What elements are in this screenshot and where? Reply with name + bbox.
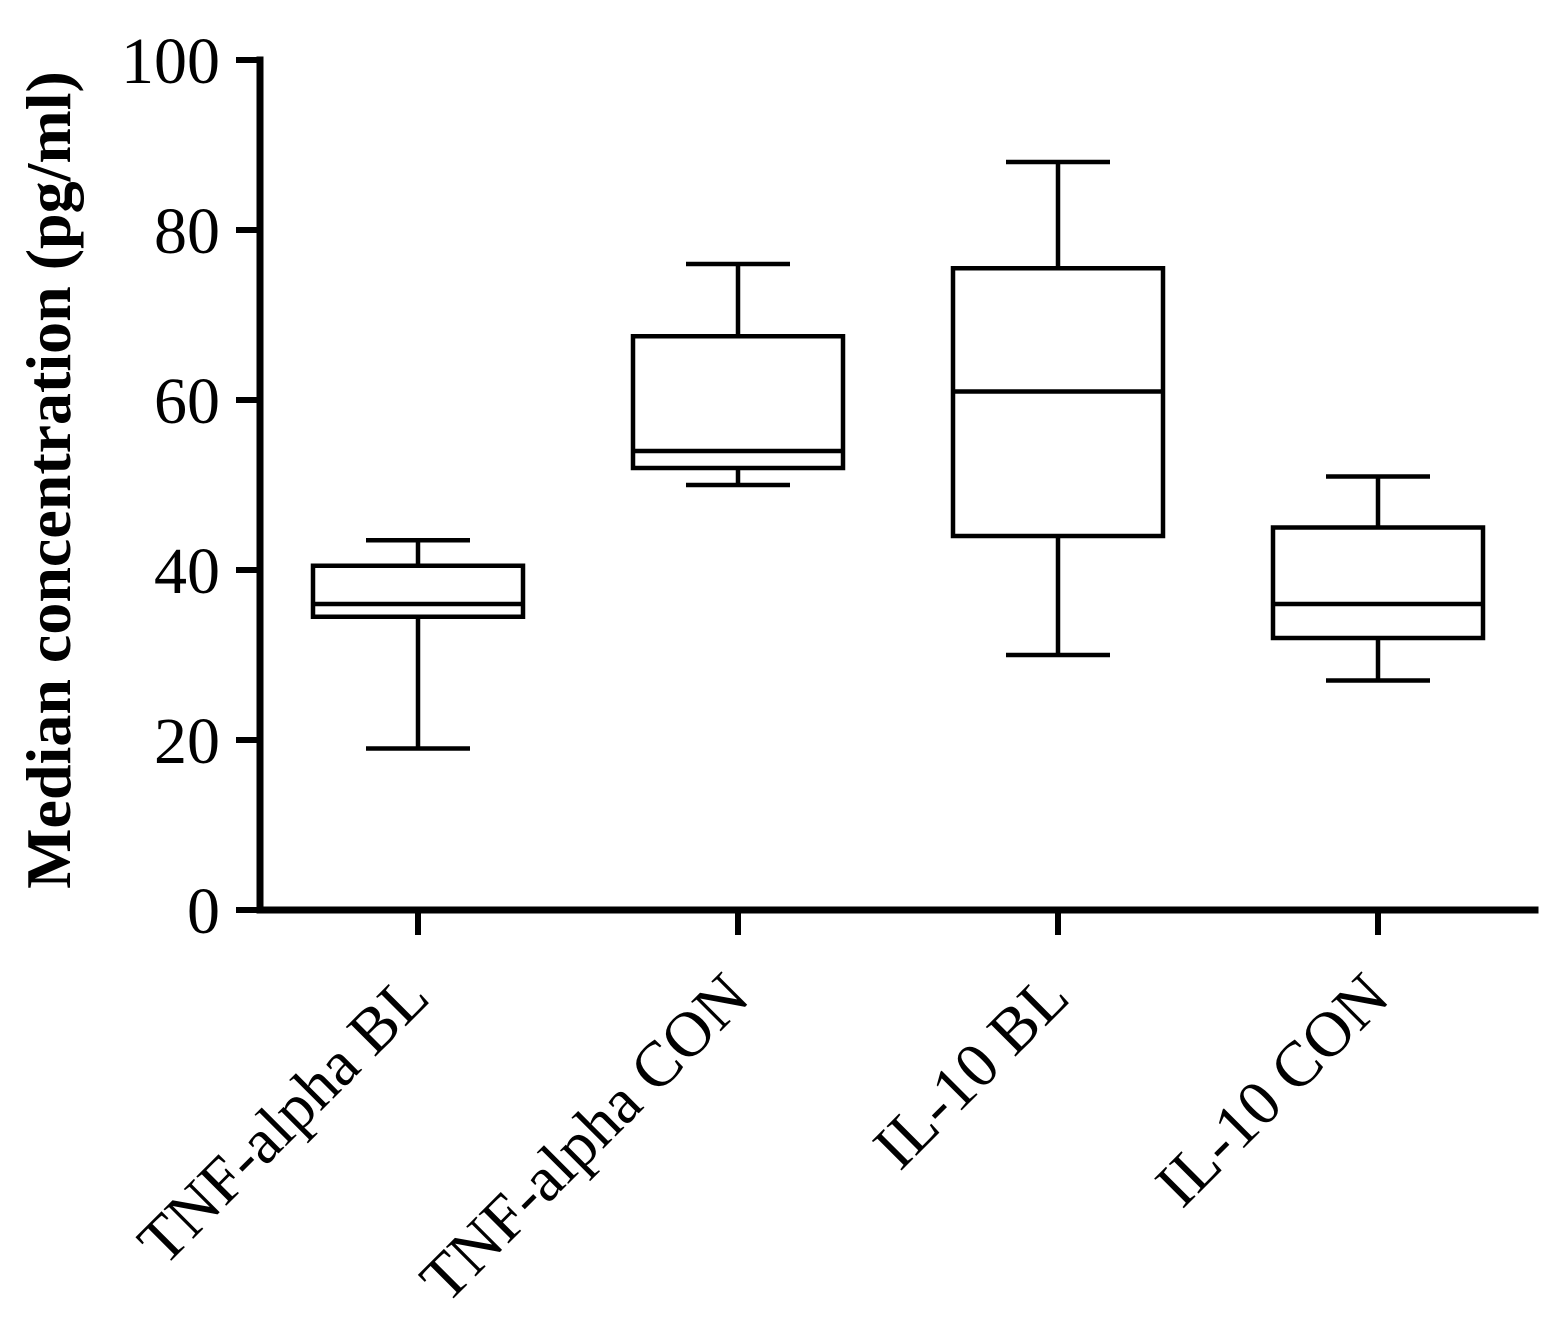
interquartile-box: [950, 266, 1166, 539]
box-group: [950, 159, 1166, 658]
y-tick-label: 80: [154, 195, 220, 268]
y-tick-label: 40: [154, 535, 220, 608]
box-group: [630, 261, 846, 488]
y-tick-label: 0: [187, 875, 220, 948]
y-axis-ticks: 0 20 40 60 80 100: [121, 25, 260, 948]
y-axis-title: Median concentration (pg/ml): [13, 71, 84, 889]
x-tick-label: IL-10 CON: [1142, 960, 1402, 1220]
y-tick-label: 100: [121, 25, 220, 98]
x-tick-label: TNF-alpha CON: [406, 960, 762, 1316]
box-group: [310, 538, 526, 751]
box-series: [310, 159, 1486, 751]
interquartile-box: [630, 334, 846, 471]
x-tick-label: TNF-alpha BL: [124, 960, 442, 1278]
interquartile-box: [310, 563, 526, 619]
box-group: [1270, 474, 1486, 683]
interquartile-box: [1270, 525, 1486, 641]
y-tick-label: 60: [154, 365, 220, 438]
x-tick-label: IL-10 BL: [860, 960, 1082, 1182]
y-tick-label: 20: [154, 705, 220, 778]
